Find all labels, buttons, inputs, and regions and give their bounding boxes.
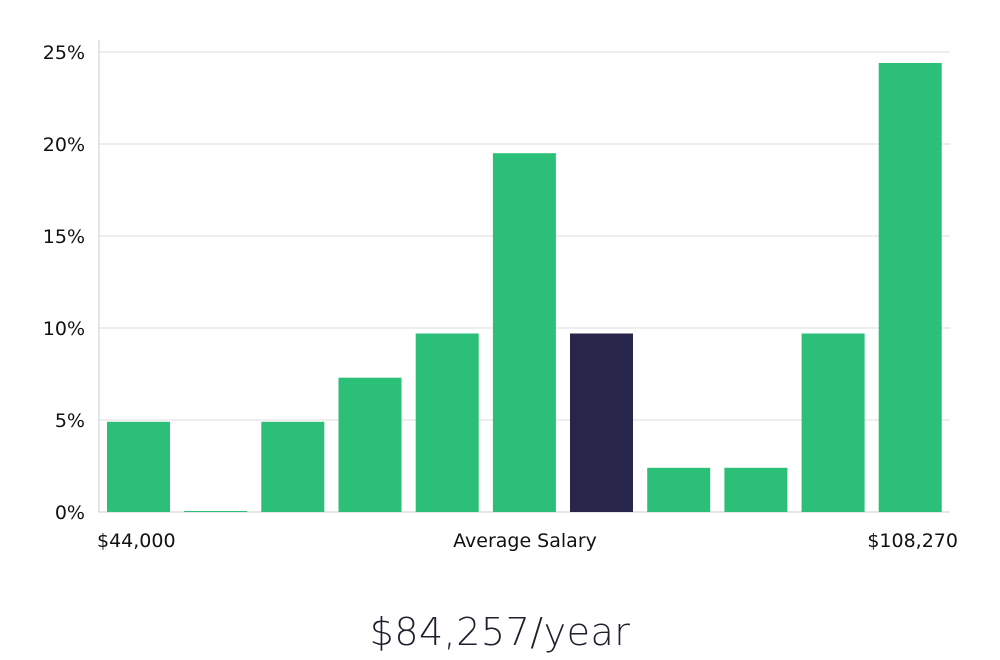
y-tick-label: 25% [43, 42, 85, 64]
average-salary-value: $84,257/year [369, 610, 631, 654]
bar [801, 333, 865, 512]
y-tick-label: 15% [43, 226, 85, 248]
x-label-min: $44,000 [97, 530, 176, 552]
y-tick-label: 10% [43, 318, 85, 340]
bar [415, 333, 479, 512]
bar [338, 377, 402, 512]
x-label-max: $108,270 [867, 530, 958, 552]
y-axis-ticks: 0% 5% 10% 15% 20% 25% [43, 42, 85, 524]
y-tick-label: 0% [55, 502, 85, 524]
bars [107, 63, 942, 512]
bar [184, 511, 248, 512]
bar [724, 467, 788, 512]
bar-highlighted [570, 333, 633, 512]
bar [647, 467, 711, 512]
bar [492, 153, 556, 512]
bar [261, 421, 325, 512]
x-label-average: Average Salary [453, 530, 597, 552]
bar [107, 421, 170, 512]
y-tick-label: 20% [43, 134, 85, 156]
bar [878, 63, 942, 512]
y-tick-label: 5% [55, 410, 85, 432]
